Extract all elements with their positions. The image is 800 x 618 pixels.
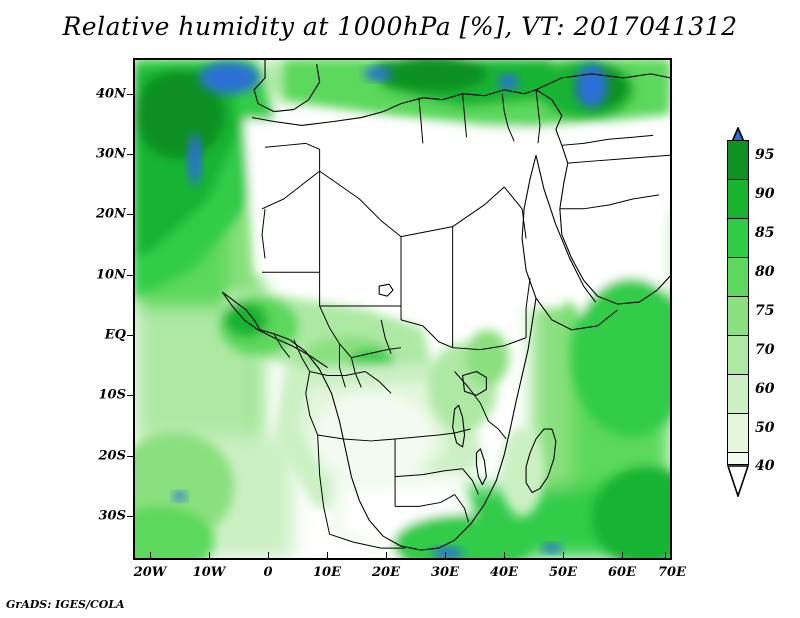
xtick-label-20W: 20W (133, 565, 167, 580)
xtick-mark (209, 552, 210, 558)
xtick-mark (386, 552, 387, 558)
ytick-label-EQ: EQ (104, 327, 126, 343)
xtick-label-40E: 40E (490, 565, 518, 580)
colorbar-under-arrow (727, 465, 749, 497)
ytick-mark (127, 94, 133, 95)
xtick-mark (504, 552, 505, 558)
map-plot-area (133, 58, 672, 560)
xtick-mark (622, 552, 623, 558)
colorbar-label-40: 40 (755, 458, 775, 474)
colorbar-segment-below-40-top (727, 452, 749, 465)
colorbar-label-80: 80 (755, 264, 775, 280)
ytick-mark (127, 456, 133, 457)
humidity-field (135, 60, 670, 558)
ytick-label-40N: 40N (96, 86, 126, 102)
colorbar-segment-90-95 (727, 140, 749, 180)
ytick-mark (127, 275, 133, 276)
xtick-label-70E: 70E (658, 565, 686, 580)
ytick-mark (127, 395, 133, 396)
colorbar (727, 140, 749, 465)
coastline-and-borders (221, 60, 670, 551)
xtick-mark (563, 552, 564, 558)
chart-title: Relative humidity at 1000hPa [%], VT: 20… (62, 12, 738, 41)
xtick-mark (268, 552, 269, 558)
xtick-mark (150, 552, 151, 558)
xtick-label-20E: 20E (372, 565, 400, 580)
colorbar-segment-60-70 (727, 335, 749, 375)
ytick-label-10S: 10S (98, 387, 126, 403)
colorbar-label-85: 85 (755, 225, 775, 241)
colorbar-segment-75-80 (727, 257, 749, 297)
colorbar-label-70: 70 (755, 342, 775, 358)
ytick-mark (127, 516, 133, 517)
colorbar-segment-40-50 (727, 413, 749, 453)
ytick-label-30N: 30N (96, 146, 126, 162)
colorbar-label-95: 95 (755, 147, 775, 163)
colorbar-label-50: 50 (755, 420, 775, 436)
xtick-label-30E: 30E (431, 565, 459, 580)
xtick-mark (445, 552, 446, 558)
xtick-label-10E: 10E (313, 565, 341, 580)
ytick-mark (127, 214, 133, 215)
colorbar-segment-50-60 (727, 374, 749, 414)
ytick-label-20N: 20N (96, 206, 126, 222)
grads-credit: GrADS: IGES/COLA (6, 598, 125, 611)
ytick-label-10N: 10N (96, 267, 126, 283)
xtick-label-10W: 10W (192, 565, 226, 580)
ytick-mark (127, 154, 133, 155)
colorbar-label-90: 90 (755, 186, 775, 202)
ytick-label-20S: 20S (98, 448, 126, 464)
xtick-mark (327, 552, 328, 558)
ytick-label-30S: 30S (98, 508, 126, 524)
colorbar-segment-80-85 (727, 218, 749, 258)
colorbar-label-60: 60 (755, 381, 775, 397)
xtick-label-0: 0 (263, 565, 273, 580)
colorbar-segment-85-90 (727, 179, 749, 219)
colorbar-segment-70-75 (727, 296, 749, 336)
xtick-label-60E: 60E (608, 565, 636, 580)
xtick-mark (665, 552, 666, 558)
colorbar-label-75: 75 (755, 303, 775, 319)
ytick-mark (127, 335, 133, 336)
xtick-label-50E: 50E (549, 565, 577, 580)
